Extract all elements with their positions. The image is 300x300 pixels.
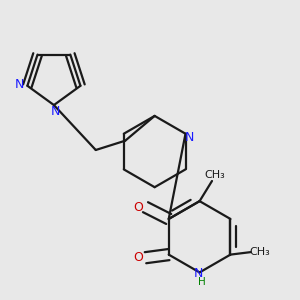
Text: N: N — [194, 268, 203, 281]
Text: CH₃: CH₃ — [205, 170, 226, 180]
Text: N: N — [51, 105, 60, 118]
Text: N: N — [15, 78, 24, 91]
Text: O: O — [134, 201, 144, 214]
Text: CH₃: CH₃ — [249, 247, 270, 257]
Text: N: N — [184, 131, 194, 144]
Text: O: O — [134, 251, 144, 264]
Text: H: H — [198, 277, 206, 287]
